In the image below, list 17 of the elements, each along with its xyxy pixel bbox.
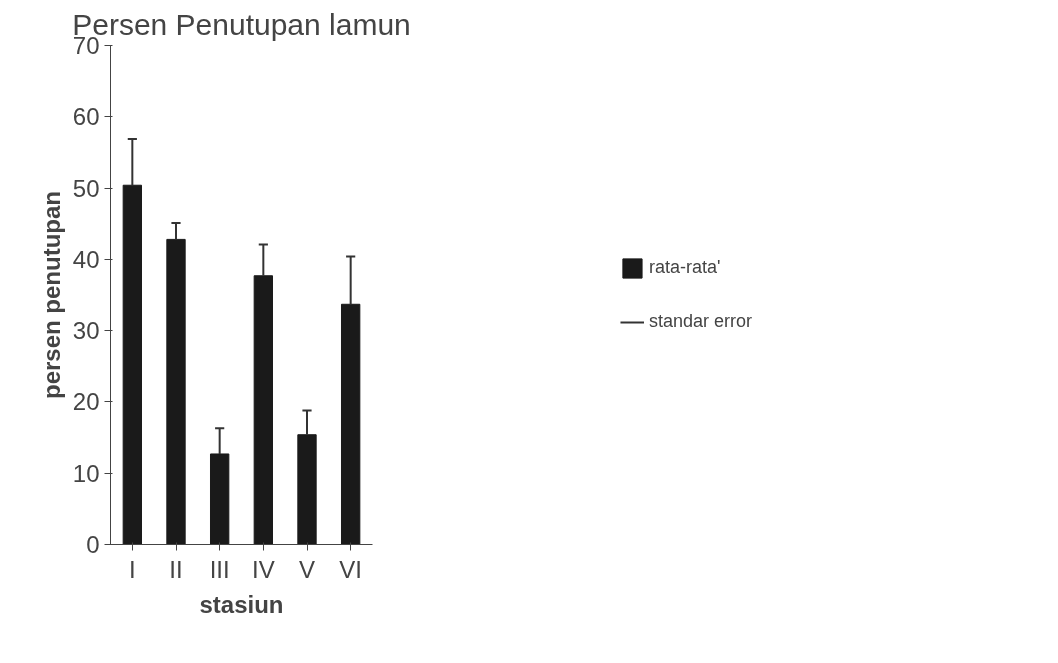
x-tick-label: VI	[339, 555, 363, 583]
y-tick-label: 40	[72, 245, 100, 273]
y-tick-label: 20	[72, 388, 100, 416]
x-tick-label: III	[209, 555, 230, 583]
x-tick-label: II	[169, 555, 183, 583]
y-tick-label: 50	[72, 174, 100, 202]
x-axis-title: stasiun	[199, 590, 284, 618]
y-tick-label: 0	[86, 531, 100, 558]
y-tick-label: 10	[72, 459, 100, 487]
y-tick-label: 60	[72, 103, 100, 131]
legend-label: rata-rata'	[648, 257, 721, 278]
x-tick-label: I	[129, 555, 136, 583]
x-tick-label: V	[299, 555, 316, 583]
y-tick-label: 30	[72, 317, 100, 345]
x-tick-label: IV	[252, 555, 275, 583]
y-axis-title: persen penutupan	[37, 190, 65, 400]
text: standar error	[648, 311, 753, 332]
